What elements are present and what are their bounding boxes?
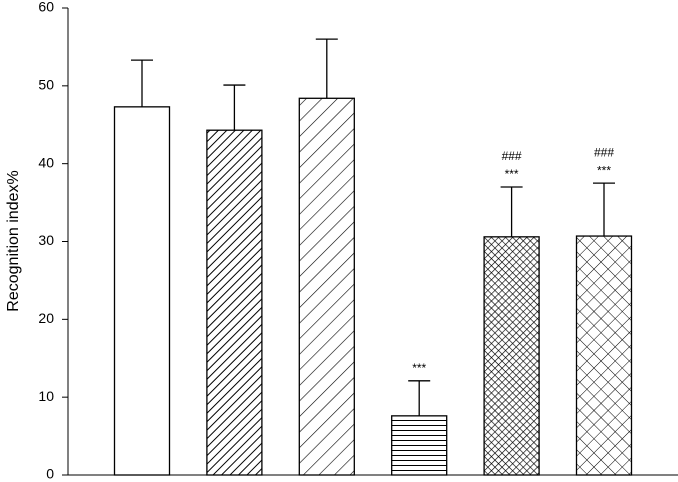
- bar: [206, 129, 263, 476]
- significance-label: ***: [412, 361, 426, 375]
- significance-label: ###: [594, 145, 614, 159]
- y-tick-label: 0: [46, 466, 54, 482]
- y-tick-label: 50: [38, 77, 54, 93]
- y-tick-label: 30: [38, 232, 54, 248]
- bar: [113, 106, 171, 476]
- bar: [483, 236, 540, 476]
- bar: [391, 415, 448, 476]
- bar: [575, 235, 633, 476]
- y-tick-label: 40: [38, 154, 54, 170]
- significance-label: ###: [502, 149, 522, 163]
- bar: [298, 97, 355, 476]
- y-axis-label: Recognition index%: [5, 170, 22, 311]
- significance-label: ***: [505, 167, 519, 181]
- y-tick-label: 10: [38, 388, 54, 404]
- y-tick-label: 20: [38, 310, 54, 326]
- y-tick-label: 60: [38, 0, 54, 15]
- significance-label: ***: [597, 163, 611, 177]
